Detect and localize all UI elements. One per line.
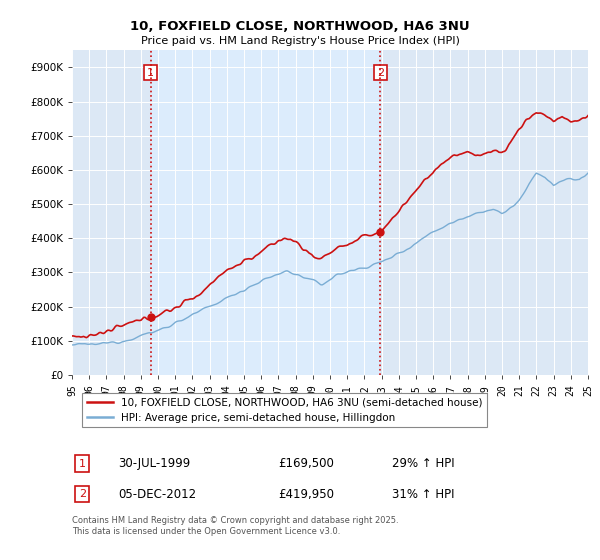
Bar: [151, 50, 380, 375]
Text: 1: 1: [147, 68, 154, 78]
Text: 31% ↑ HPI: 31% ↑ HPI: [392, 488, 454, 501]
Text: Contains HM Land Registry data © Crown copyright and database right 2025.
This d: Contains HM Land Registry data © Crown c…: [72, 516, 398, 536]
Text: 2: 2: [377, 68, 384, 78]
Text: 1: 1: [79, 459, 86, 469]
Text: 29% ↑ HPI: 29% ↑ HPI: [392, 457, 455, 470]
Text: 05-DEC-2012: 05-DEC-2012: [118, 488, 197, 501]
Text: 2: 2: [79, 489, 86, 499]
Text: 30-JUL-1999: 30-JUL-1999: [118, 457, 191, 470]
Legend: 10, FOXFIELD CLOSE, NORTHWOOD, HA6 3NU (semi-detached house), HPI: Average price: 10, FOXFIELD CLOSE, NORTHWOOD, HA6 3NU (…: [82, 394, 487, 427]
Text: £169,500: £169,500: [278, 457, 334, 470]
Text: £419,950: £419,950: [278, 488, 334, 501]
Text: Price paid vs. HM Land Registry's House Price Index (HPI): Price paid vs. HM Land Registry's House …: [140, 36, 460, 46]
Text: 10, FOXFIELD CLOSE, NORTHWOOD, HA6 3NU: 10, FOXFIELD CLOSE, NORTHWOOD, HA6 3NU: [130, 20, 470, 32]
